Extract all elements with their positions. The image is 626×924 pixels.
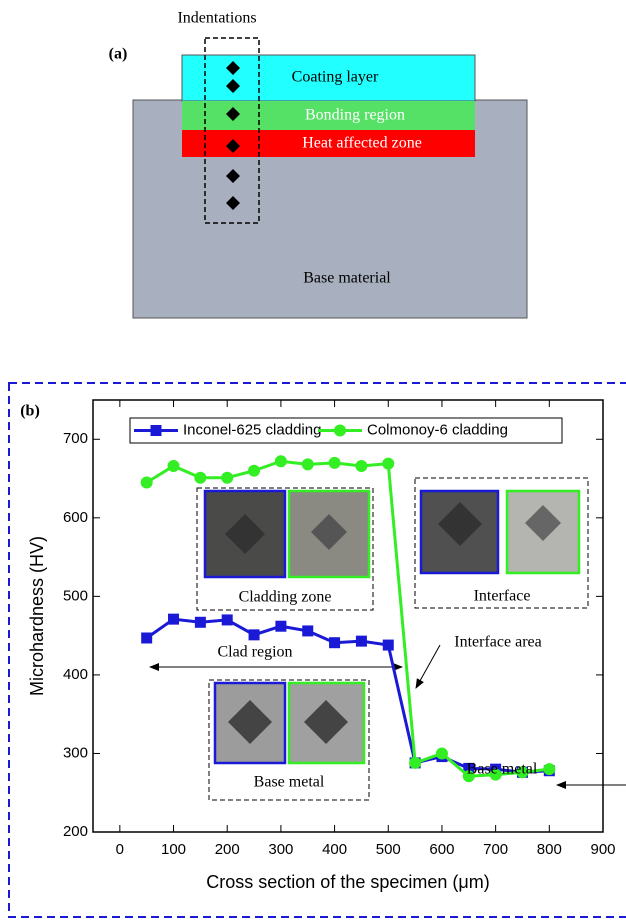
data-point xyxy=(409,757,421,769)
data-point xyxy=(356,636,367,647)
data-point xyxy=(302,458,314,470)
y-tick-label: 400 xyxy=(63,666,88,683)
annotation: Clad region xyxy=(217,644,292,661)
x-tick-label: 400 xyxy=(322,841,347,858)
x-tick-label: 500 xyxy=(376,841,401,858)
data-point xyxy=(302,625,313,636)
annotation: Interface xyxy=(474,588,531,605)
data-point xyxy=(248,465,260,477)
y-tick-label: 500 xyxy=(63,587,88,604)
data-point xyxy=(195,617,206,628)
data-point xyxy=(382,458,394,470)
layer-label: Bonding region xyxy=(305,107,405,124)
legend-label: Colmonoy-6 cladding xyxy=(367,421,508,438)
annotation: Base metal xyxy=(254,774,325,791)
x-tick-label: 700 xyxy=(483,841,508,858)
x-axis-label: Cross section of the specimen (μm) xyxy=(206,872,489,892)
x-tick-label: 800 xyxy=(537,841,562,858)
legend-label: Inconel-625 cladding xyxy=(183,421,321,438)
data-point xyxy=(194,472,206,484)
data-point xyxy=(221,472,233,484)
layer-label: Heat affected zone xyxy=(302,135,422,152)
data-point xyxy=(141,632,152,643)
data-point xyxy=(168,614,179,625)
data-point xyxy=(543,763,555,775)
legend-marker xyxy=(151,425,162,436)
x-tick-label: 600 xyxy=(429,841,454,858)
y-tick-label: 600 xyxy=(63,509,88,526)
data-point xyxy=(329,637,340,648)
x-tick-label: 100 xyxy=(161,841,186,858)
data-point xyxy=(141,476,153,488)
legend-marker xyxy=(334,425,346,437)
data-point xyxy=(168,460,180,472)
layer-label: Coating layer xyxy=(292,69,379,86)
data-point xyxy=(275,621,286,632)
interface-arrow xyxy=(416,645,440,688)
data-point xyxy=(222,614,233,625)
figure: Indentations (a) Coating layer Bonding r… xyxy=(0,0,626,919)
data-point xyxy=(249,629,260,640)
layer-label: Base material xyxy=(303,270,391,287)
x-tick-label: 300 xyxy=(268,841,293,858)
data-point xyxy=(355,460,367,472)
y-tick-label: 300 xyxy=(63,744,88,761)
data-point xyxy=(275,455,287,467)
annotation: Base metal xyxy=(467,761,538,778)
data-point xyxy=(436,747,448,759)
panel-label: (b) xyxy=(20,403,40,420)
annotation: Interface area xyxy=(454,634,541,651)
indentations-label: Indentations xyxy=(177,10,256,27)
annotation: Cladding zone xyxy=(239,589,332,606)
panel-label: (a) xyxy=(109,46,128,63)
x-tick-label: 900 xyxy=(590,841,615,858)
diagram: Indentations (a) Coating layer Bonding r… xyxy=(109,10,527,318)
data-point xyxy=(383,640,394,651)
x-tick-label: 200 xyxy=(215,841,240,858)
y-tick-label: 200 xyxy=(63,823,88,840)
x-tick-label: 0 xyxy=(116,841,124,858)
data-point xyxy=(329,457,341,469)
y-axis-label: Microhardness (HV) xyxy=(27,536,47,696)
y-tick-label: 700 xyxy=(63,430,88,447)
